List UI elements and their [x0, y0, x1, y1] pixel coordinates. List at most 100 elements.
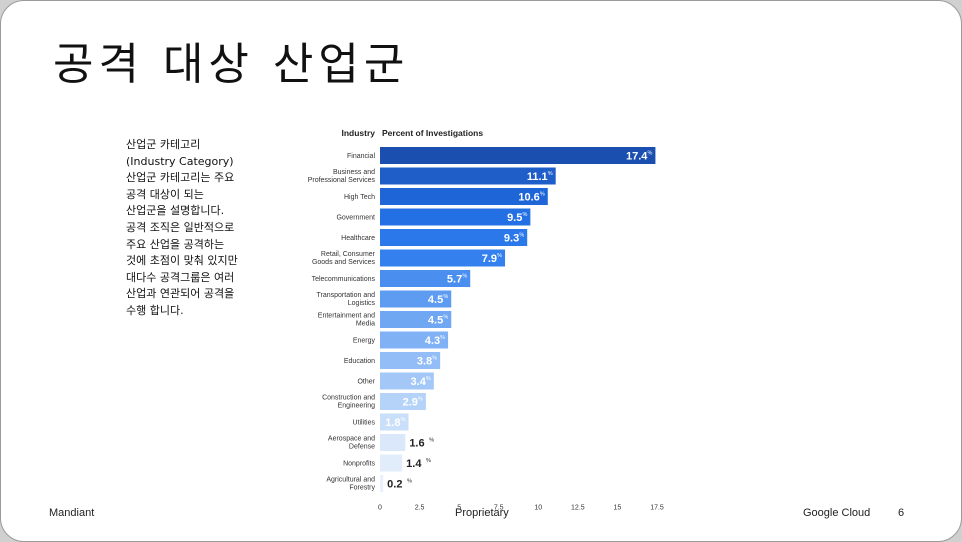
- description-line: 산업과 연관되어 공격을: [126, 287, 235, 301]
- value-label: 1.6: [409, 438, 424, 450]
- category-label: Goods and Services: [312, 259, 376, 266]
- bar: [380, 249, 506, 267]
- category-label: Transportation and: [317, 292, 376, 299]
- footer-company: Mandiant: [49, 507, 95, 519]
- category-label: Logistics: [348, 300, 376, 307]
- bar: [380, 188, 548, 205]
- category-label: Aerospace and: [328, 436, 375, 443]
- value-label: 4.3: [425, 335, 440, 347]
- description-line: 산업군을 설명합니다.: [126, 204, 225, 218]
- value-unit: %: [407, 479, 412, 485]
- bar: [380, 413, 409, 431]
- value-unit: %: [432, 356, 437, 362]
- x-tick-label: 7.5: [494, 505, 504, 512]
- description-line: 공격 조직은 일반적으로: [126, 220, 235, 234]
- value-unit: %: [497, 253, 502, 259]
- footer-classification: Proprietary: [455, 507, 509, 519]
- bar: [380, 434, 406, 451]
- description-line: 것에 초점이 맞춰 있지만: [126, 254, 238, 268]
- category-label: Other: [357, 379, 375, 386]
- bar: [380, 331, 449, 349]
- category-label: Education: [344, 358, 375, 365]
- bar: [380, 393, 426, 410]
- value-unit: %: [443, 294, 448, 300]
- footer-brand: Google Cloud: [803, 507, 871, 519]
- bar: [380, 208, 531, 226]
- value-unit: %: [522, 212, 527, 218]
- page-number: 6: [898, 507, 905, 519]
- category-label: Utilities: [352, 420, 375, 427]
- value-label: 2.9: [403, 397, 418, 409]
- category-label: Construction and: [322, 395, 375, 402]
- x-tick-label: 10: [534, 505, 542, 512]
- value-label: 17.4: [626, 151, 648, 163]
- value-unit: %: [443, 315, 448, 321]
- description-line: 산업군 카테고리는 주요: [126, 171, 235, 185]
- description-line: 공격 대상이 되는: [126, 187, 204, 201]
- category-label: Forestry: [349, 485, 375, 492]
- x-tick-label: 0: [378, 505, 382, 512]
- category-label: Media: [356, 321, 375, 328]
- category-label: Nonprofits: [343, 461, 375, 468]
- bar: [380, 454, 403, 472]
- x-tick-label: 15: [614, 505, 622, 512]
- bar: [380, 147, 656, 164]
- category-label: Financial: [347, 153, 375, 160]
- category-label: Engineering: [338, 403, 375, 410]
- value-label: 9.5: [507, 212, 522, 224]
- category-label: Entertainment and: [318, 313, 375, 320]
- category-label: Energy: [353, 338, 376, 345]
- bar: [380, 290, 452, 308]
- value-label: 10.6: [518, 192, 539, 204]
- chart-svg: Industry Percent of Investigations Financi…: [308, 128, 664, 512]
- category-label: High Tech: [344, 194, 375, 201]
- value-label: 4.5: [428, 315, 443, 327]
- category-label: Professional Services: [308, 177, 376, 184]
- category-label: Healthcare: [341, 235, 375, 242]
- industry-bar-chart: Industry Percent of Investigations Financi…: [281, 121, 681, 521]
- value-label: 9.3: [504, 233, 519, 245]
- value-unit: %: [429, 438, 434, 444]
- value-unit: %: [519, 233, 524, 239]
- bar: [380, 372, 434, 390]
- value-label: 11.1: [527, 171, 548, 183]
- value-unit: %: [462, 274, 467, 280]
- category-label: Agricultural and: [326, 477, 375, 484]
- value-label: 1.8: [385, 417, 400, 429]
- x-tick-label: 5: [457, 505, 461, 512]
- description-line: 산업군 카테고리: [126, 138, 201, 151]
- value-label: 5.7: [447, 274, 462, 286]
- category-label: Business and: [333, 169, 375, 176]
- value-label: 1.4: [406, 458, 422, 470]
- description-line: 대다수 공격그룹은 여러: [126, 270, 235, 284]
- value-unit: %: [540, 192, 545, 198]
- description-text: 산업군 카테고리 (Industry Category) 산업군 카테고리는 주…: [126, 137, 266, 320]
- bar: [380, 475, 384, 492]
- value-label: 0.2: [387, 479, 402, 491]
- value-label: 4.5: [428, 294, 443, 306]
- category-label: Government: [336, 215, 375, 222]
- category-label: Defense: [349, 444, 375, 451]
- value-label: 3.4: [411, 376, 427, 388]
- category-label: Telecommunications: [312, 276, 376, 283]
- description-line: 수행 합니다.: [126, 303, 184, 317]
- page-title: 공격 대상 산업군: [53, 39, 410, 90]
- bar: [380, 311, 452, 328]
- x-tick-label: 2.5: [415, 505, 425, 512]
- value-unit: %: [401, 417, 406, 423]
- value-unit: %: [418, 397, 423, 403]
- value-header: Percent of Investigations: [382, 128, 483, 138]
- value-label: 3.8: [417, 356, 432, 368]
- bar: [380, 229, 528, 246]
- bar: [380, 352, 441, 369]
- value-unit: %: [648, 151, 653, 157]
- value-unit: %: [440, 335, 445, 341]
- bar: [380, 270, 471, 287]
- x-tick-label: 17.5: [650, 505, 664, 512]
- bar: [380, 167, 556, 185]
- value-label: 7.9: [482, 253, 497, 265]
- description-line: 주요 산업을 공격하는: [126, 237, 225, 251]
- x-tick-label: 12.5: [571, 505, 585, 512]
- category-label: Retail, Consumer: [321, 251, 376, 258]
